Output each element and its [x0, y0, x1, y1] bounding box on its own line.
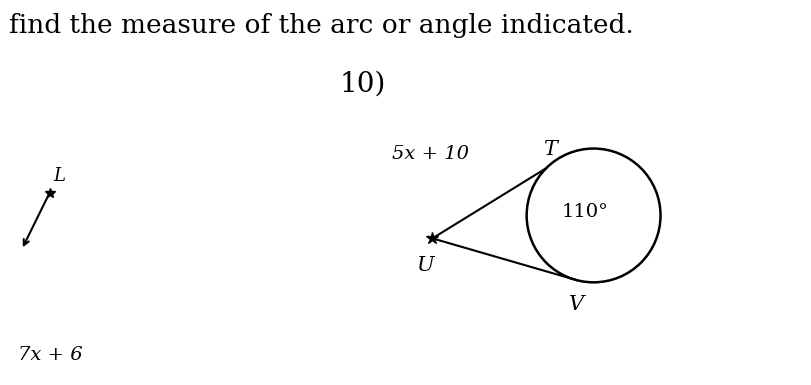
Text: U: U: [415, 256, 433, 275]
Text: L: L: [54, 167, 66, 185]
Text: T: T: [543, 140, 557, 159]
Text: 110°: 110°: [561, 203, 608, 221]
Text: 7x + 6: 7x + 6: [18, 346, 82, 365]
Text: V: V: [569, 295, 584, 314]
Text: 5x + 10: 5x + 10: [393, 145, 469, 163]
Text: 10): 10): [340, 70, 386, 97]
Text: find the measure of the arc or angle indicated.: find the measure of the arc or angle ind…: [10, 13, 634, 38]
